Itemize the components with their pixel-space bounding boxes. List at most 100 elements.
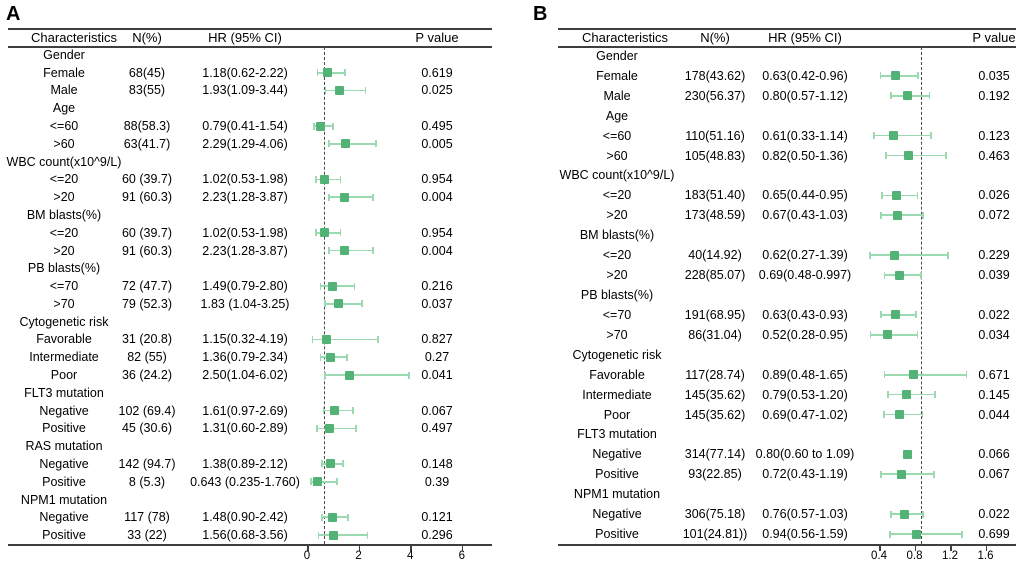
x-axis-tick-label: 1.2: [942, 550, 958, 562]
n-percent-value: 142 (94.7): [118, 456, 176, 471]
ci-cap-left: [869, 251, 871, 259]
row-label: Poor: [50, 368, 78, 383]
n-percent-value: 145(35.62): [684, 407, 746, 422]
x-axis-tick: [307, 545, 309, 551]
n-percent-value: 101(24.81)): [682, 527, 748, 542]
ci-cap-right: [343, 69, 346, 77]
ci-cap-right: [408, 371, 411, 379]
row-label: Male: [603, 88, 631, 103]
row-label: Positive: [42, 421, 86, 436]
hr-ci-value: 1.93(1.09-3.44): [202, 83, 288, 98]
n-percent-value: 91 (60.3): [121, 190, 173, 205]
hr-point-marker: [329, 406, 339, 416]
row-label: Negative: [39, 510, 89, 525]
row-group-label: Cytogenetic risk: [572, 347, 662, 362]
hr-point-marker: [329, 530, 339, 540]
ci-cap-right: [961, 530, 964, 538]
row-label: Negative: [592, 447, 642, 462]
ci-whisker: [328, 142, 376, 145]
p-value: 0.034: [978, 327, 1010, 342]
panel-a-label: A: [6, 3, 21, 25]
row-group-label: WBC count(x10^9/L): [559, 168, 675, 183]
ci-whisker: [888, 393, 935, 396]
row-label: >60: [606, 148, 628, 163]
ci-whisker: [881, 473, 935, 476]
x-axis-tick: [461, 545, 464, 551]
ci-cap-right: [922, 510, 924, 518]
row-label: Negative: [39, 403, 89, 418]
hr-point-marker: [345, 370, 354, 380]
ci-cap-left: [315, 229, 317, 237]
ci-cap-left: [327, 193, 330, 201]
ci-cap-right: [917, 72, 920, 80]
reference-line: [921, 47, 922, 544]
hr-point-marker: [902, 91, 912, 101]
panel-b-label: B: [533, 3, 548, 25]
ci-cap-right: [366, 531, 369, 539]
n-percent-value: 36 (24.2): [121, 368, 173, 383]
hr-point-marker: [902, 449, 912, 459]
p-value: 0.39: [424, 474, 450, 489]
hr-ci-value: 1.15(0.32-4.19): [202, 332, 288, 347]
hr-ci-value: 0.643 (0.235-1.760): [190, 474, 300, 489]
p-value: 0.022: [978, 507, 1010, 522]
ci-cap-right: [928, 92, 931, 100]
ci-whisker: [884, 373, 967, 376]
x-axis-tick-label: 2: [355, 550, 362, 562]
hr-point-marker: [322, 68, 332, 78]
ci-cap-right: [361, 300, 364, 308]
ci-cap-right: [371, 193, 374, 201]
p-value: 0.123: [978, 128, 1010, 143]
panel-a-header-p: P value: [415, 30, 459, 45]
hr-ci-value: 0.52(0.28-0.95): [762, 327, 848, 342]
p-value: 0.026: [978, 188, 1010, 203]
n-percent-value: 105(48.83): [684, 148, 746, 163]
p-value: 0.192: [978, 88, 1010, 103]
ci-cap-right: [347, 513, 349, 521]
hr-ci-value: 1.18(0.62-2.22): [202, 65, 288, 80]
hr-point-marker: [327, 281, 337, 291]
ci-cap-right: [364, 86, 367, 94]
p-value: 0.025: [421, 83, 453, 98]
ci-cap-left: [328, 140, 330, 148]
row-label: Intermediate: [582, 387, 652, 402]
ci-whisker: [318, 534, 368, 536]
p-value: 0.619: [421, 65, 453, 80]
ci-cap-left: [323, 371, 326, 379]
ci-cap-left: [324, 86, 327, 94]
hr-point-marker: [324, 423, 334, 433]
row-label: >20: [53, 243, 75, 258]
p-value: 0.044: [978, 407, 1010, 422]
n-percent-value: 314(77.14): [684, 447, 746, 462]
ci-cap-right: [934, 391, 936, 399]
p-value: 0.495: [421, 119, 453, 134]
ci-cap-left: [880, 211, 882, 219]
ci-cap-left: [322, 407, 325, 415]
ci-cap-right: [921, 411, 924, 419]
n-percent-value: 68(45): [128, 65, 166, 80]
hr-point-marker: [340, 192, 350, 202]
p-value: 0.004: [421, 190, 453, 205]
x-axis-tick-label: 0.4: [871, 550, 887, 562]
ci-cap-left: [890, 92, 892, 100]
x-axis-tick: [950, 545, 952, 551]
n-percent-value: 72 (47.7): [121, 279, 173, 294]
hr-point-marker: [912, 529, 922, 539]
hr-ci-value: 0.63(0.42-0.96): [762, 68, 848, 83]
hr-point-marker: [341, 139, 351, 149]
hr-point-marker: [889, 250, 899, 260]
n-percent-value: 173(48.59): [684, 208, 746, 223]
p-value: 0.004: [421, 243, 453, 258]
p-value: 0.037: [421, 296, 453, 311]
hr-ci-value: 1.56(0.68-3.56): [202, 528, 288, 543]
n-percent-value: 230(56.37): [684, 88, 746, 103]
ci-cap-left: [879, 72, 882, 80]
hr-ci-value: 0.63(0.43-0.93): [762, 307, 848, 322]
hr-point-marker: [893, 210, 903, 220]
panel-a-top-rule: [8, 28, 492, 30]
row-group-label: BM blasts(%): [26, 207, 102, 222]
panel-a-header-rule: [8, 46, 492, 48]
hr-point-marker: [333, 299, 343, 309]
p-value: 0.954: [421, 225, 453, 240]
